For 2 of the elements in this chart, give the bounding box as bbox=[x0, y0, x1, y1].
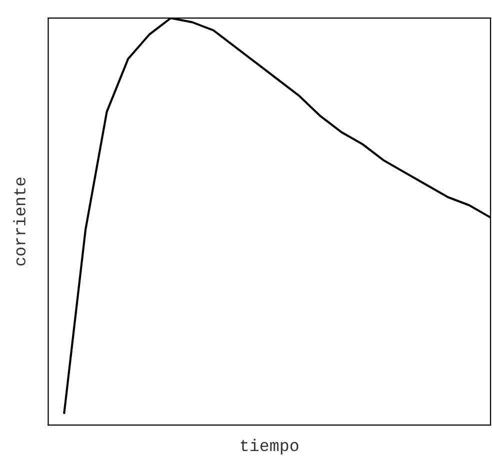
x-axis-title: tiempo bbox=[240, 438, 298, 454]
y-axis-title: corriente bbox=[13, 178, 26, 266]
